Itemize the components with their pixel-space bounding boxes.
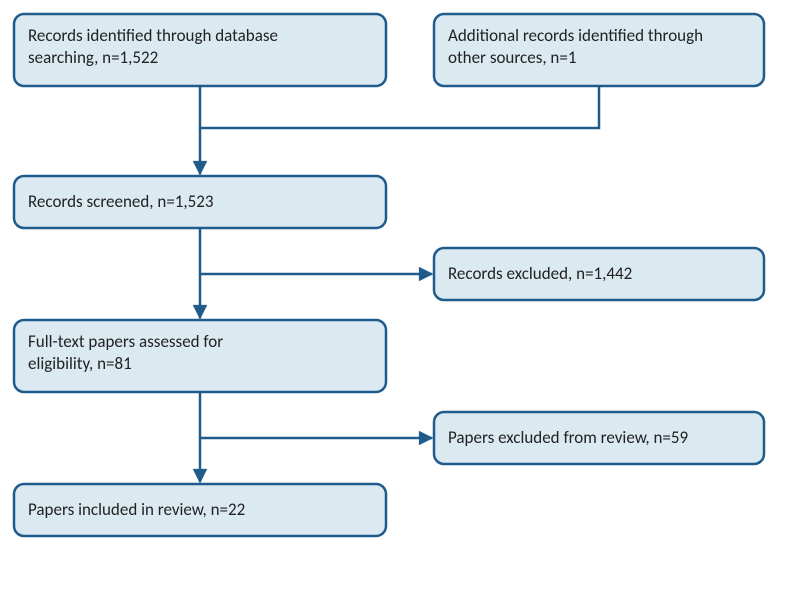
- node-other-src-line1: Additional records identified through: [448, 25, 703, 46]
- node-db-search-line2: searching, n=1,522: [28, 47, 158, 68]
- node-excluded2: Papers excluded from review, n=59: [434, 412, 764, 464]
- node-excluded1-line1: Records excluded, n=1,442: [448, 263, 632, 284]
- node-screened: Records screened, n=1,523: [14, 176, 386, 228]
- node-included-line1: Papers included in review, n=22: [28, 499, 245, 520]
- node-fulltext-line2: eligibility, n=81: [28, 353, 132, 374]
- node-other-src-line2: other sources, n=1: [448, 47, 576, 68]
- node-db-search-line1: Records identified through database: [28, 25, 278, 46]
- node-excluded1: Records excluded, n=1,442: [434, 248, 764, 300]
- node-fulltext-line1: Full-text papers assessed for: [28, 331, 223, 352]
- node-screened-line1: Records screened, n=1,523: [28, 191, 214, 212]
- node-included: Papers included in review, n=22: [14, 484, 386, 536]
- node-other-src: Additional records identified through ot…: [434, 14, 764, 86]
- node-fulltext: Full-text papers assessed for eligibilit…: [14, 320, 386, 392]
- merge-connector: [200, 86, 599, 128]
- node-db-search: Records identified through database sear…: [14, 14, 386, 86]
- node-excluded2-line1: Papers excluded from review, n=59: [448, 427, 689, 448]
